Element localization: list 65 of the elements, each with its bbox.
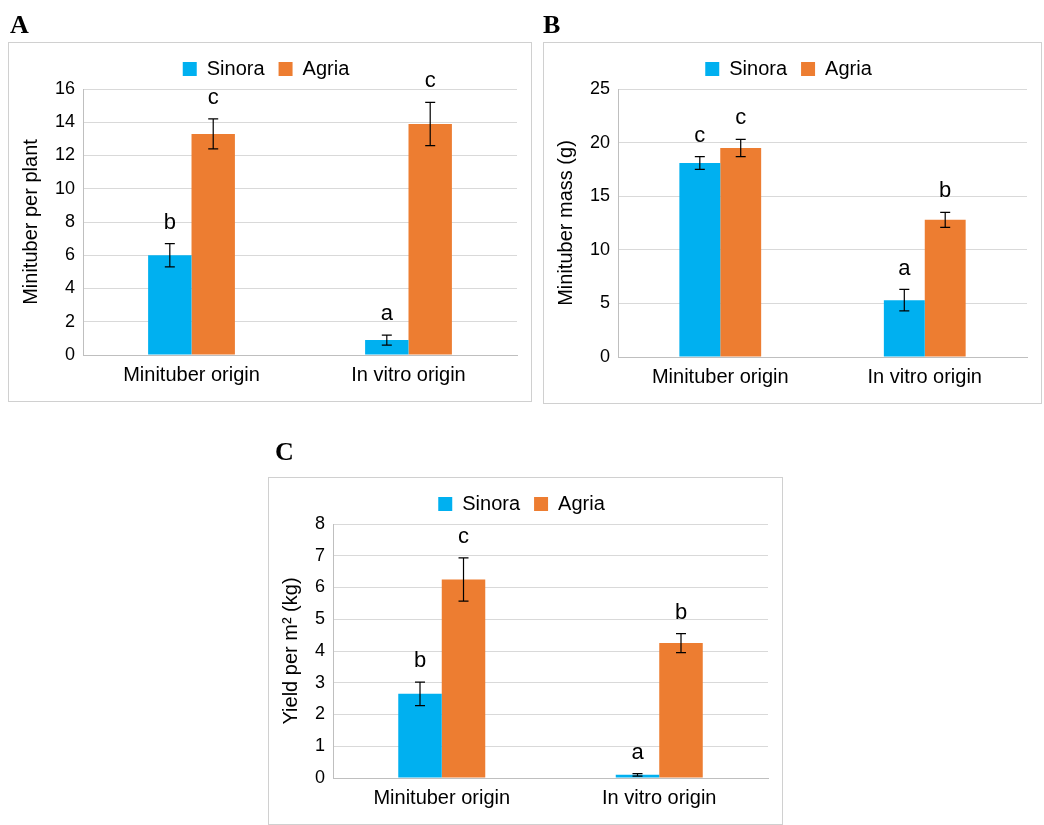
x-tick-label: Minituber origin [123,362,260,385]
chart-title: C [275,437,294,467]
annotation: b [413,647,427,673]
annotation: a [631,738,645,764]
y-axis-title: Yield per m² (kg) [278,577,301,725]
y-tick-label: 8 [315,512,326,533]
y-tick-label: 1 [315,735,326,756]
bar [659,643,703,778]
y-tick-label: 16 [54,77,76,98]
legend-label: Sinora [729,56,788,79]
y-tick-label: 6 [315,576,326,597]
y-tick-label: 0 [315,766,326,787]
y-tick-label: 4 [65,277,76,298]
annotation: a [898,254,912,280]
bar [365,340,409,355]
y-tick-label: 7 [315,544,326,565]
legend-label: Agria [558,491,606,514]
y-tick-label: 20 [589,131,611,152]
bar [883,300,925,357]
legend-label: Agria [302,56,351,79]
annotation: c [424,67,436,93]
y-tick-label: 0 [600,345,611,366]
y-tick-label: 14 [54,111,76,132]
x-tick-label: Minituber origin [373,785,511,808]
legend-label: Agria [825,56,873,79]
bar [441,579,486,778]
y-tick-label: 0 [65,343,76,364]
y-tick-label: 3 [315,671,326,692]
y-tick-label: 2 [65,310,76,331]
y-tick-label: 25 [589,77,611,98]
y-tick-label: 2 [315,703,326,724]
y-tick-label: 5 [315,608,326,629]
y-tick-label: 12 [54,144,76,165]
annotation: a [380,300,394,326]
annotation: c [207,83,219,109]
y-tick-label: 4 [315,639,326,660]
bar [720,147,762,357]
y-tick-label: 15 [589,185,611,206]
y-tick-label: 5 [600,292,611,313]
annotation: c [458,523,470,549]
x-tick-label: In vitro origin [351,362,466,385]
annotation: b [674,598,688,624]
y-tick-label: 10 [54,177,76,198]
bar [924,219,966,357]
bar [679,162,721,357]
y-tick-label: 6 [65,244,76,265]
legend-label: Sinora [206,56,266,79]
bar [398,693,442,778]
annotation: b [163,208,176,234]
chart-title: A [10,10,29,40]
x-tick-label: In vitro origin [867,364,983,387]
y-tick-label: 10 [589,238,611,259]
bar [148,255,192,355]
annotation: c [735,104,747,130]
bar [408,123,452,355]
y-axis-title: Minituber mass (g) [553,140,576,306]
x-tick-label: Minituber origin [651,364,789,387]
legend-label: Sinora [462,491,521,514]
annotation: b [939,177,952,203]
y-tick-label: 8 [65,210,76,231]
y-axis-title: Minituber per plant [18,138,41,305]
annotation: c [694,121,706,147]
x-tick-label: In vitro origin [602,785,717,808]
chart-title: B [543,10,561,40]
bar [191,133,235,355]
